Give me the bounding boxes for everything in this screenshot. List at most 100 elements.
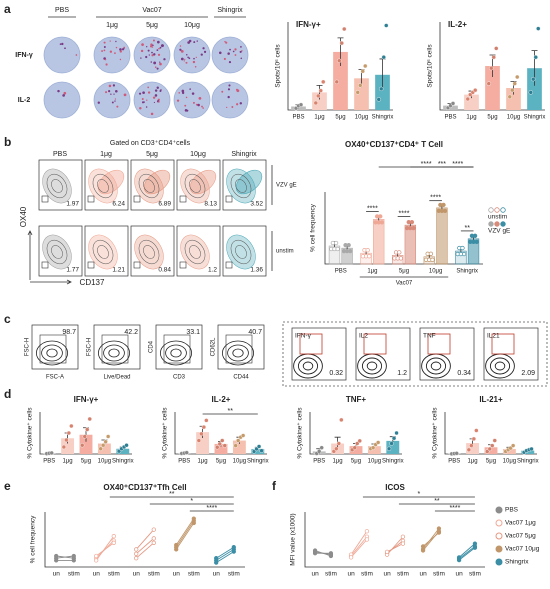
legend-swatch xyxy=(500,207,506,213)
data-point xyxy=(428,251,434,256)
legend-label: Vac07 10μg xyxy=(505,546,540,553)
gate-value: 3.52 xyxy=(250,201,263,208)
data-point xyxy=(491,55,496,60)
spot xyxy=(119,58,122,61)
spot xyxy=(152,44,154,47)
data-point xyxy=(389,441,394,446)
panel-letter: f xyxy=(272,479,277,493)
x-tick-label: Shingrix xyxy=(524,115,546,121)
spot xyxy=(150,112,154,116)
spot xyxy=(150,61,153,63)
spot xyxy=(234,54,237,56)
gate xyxy=(225,334,253,364)
population xyxy=(361,357,383,375)
axis-title: CD137 xyxy=(80,278,105,287)
spot xyxy=(179,45,182,47)
spot xyxy=(141,43,144,46)
data-point xyxy=(456,557,462,563)
data-point xyxy=(231,549,236,554)
population xyxy=(159,340,192,366)
data-point xyxy=(87,416,92,422)
data-point xyxy=(319,445,324,450)
data-point xyxy=(82,434,87,439)
significance-label: **** xyxy=(449,505,460,512)
data-point xyxy=(465,96,470,102)
data-point xyxy=(49,450,54,456)
flow-plot xyxy=(84,225,129,277)
spot xyxy=(112,84,116,87)
spot xyxy=(150,43,153,46)
axis-title: % cell frequency xyxy=(310,203,317,251)
spot xyxy=(221,90,224,93)
gate xyxy=(225,261,233,269)
well xyxy=(211,36,249,74)
population xyxy=(489,357,511,375)
data-point xyxy=(473,87,478,93)
data-point xyxy=(335,246,340,252)
spot xyxy=(59,43,62,46)
chart-title: TNF+ xyxy=(346,395,367,404)
gate-value: 1.21 xyxy=(112,267,125,274)
gate-value: 0.34 xyxy=(457,370,471,377)
column-label: 10μg xyxy=(190,151,206,158)
spot xyxy=(239,50,242,53)
spot xyxy=(145,106,148,108)
spot xyxy=(240,57,243,60)
population xyxy=(51,179,63,193)
spot xyxy=(140,57,142,59)
axis-title: Live/Dead xyxy=(103,375,130,381)
subject-line xyxy=(95,542,115,557)
x-tick-label: 5μg xyxy=(216,459,226,465)
spot xyxy=(154,66,157,69)
gate-value: 1.36 xyxy=(250,267,263,274)
spot xyxy=(123,46,126,49)
data-point xyxy=(528,90,533,95)
data-point xyxy=(515,74,520,80)
data-point xyxy=(328,553,334,559)
column-header: Shingrix xyxy=(217,7,243,14)
bar xyxy=(436,207,448,265)
subject-line xyxy=(350,536,368,557)
legend-label: PBS xyxy=(505,507,519,514)
spot xyxy=(97,101,100,104)
x-tick-label: un xyxy=(311,571,319,578)
bar xyxy=(404,224,416,265)
bar xyxy=(349,446,363,454)
axis xyxy=(304,512,485,568)
population xyxy=(92,173,114,199)
spot xyxy=(153,61,157,65)
data-point xyxy=(420,548,426,553)
data-point xyxy=(337,58,342,63)
spot xyxy=(114,98,117,100)
gate-value: 0.32 xyxy=(329,370,343,377)
spot xyxy=(147,91,151,94)
gate xyxy=(225,195,233,203)
gate xyxy=(39,334,67,364)
data-point xyxy=(318,88,323,93)
spot xyxy=(188,57,191,60)
row-label: unstim xyxy=(276,249,294,255)
population xyxy=(134,168,164,204)
x-tick-label: 1μg xyxy=(466,115,476,121)
spot xyxy=(105,91,108,94)
bar xyxy=(485,66,500,110)
population xyxy=(235,245,247,259)
population xyxy=(51,245,63,259)
x-tick-label: stim xyxy=(469,571,481,578)
data-point xyxy=(334,446,339,451)
gate xyxy=(133,261,141,269)
gate xyxy=(363,333,387,355)
data-point xyxy=(494,46,499,51)
chart-title: IFN-γ+ xyxy=(74,395,99,404)
spot xyxy=(160,44,164,48)
data-point xyxy=(398,256,404,261)
data-point xyxy=(134,551,139,556)
spot xyxy=(185,61,188,64)
data-point xyxy=(220,438,225,443)
bar xyxy=(506,88,521,110)
x-tick-label: stim xyxy=(325,571,337,578)
subject-line xyxy=(135,538,155,555)
x-tick-label: 5μg xyxy=(399,269,409,275)
data-point xyxy=(317,449,322,454)
x-tick-label: PBS xyxy=(292,115,304,121)
